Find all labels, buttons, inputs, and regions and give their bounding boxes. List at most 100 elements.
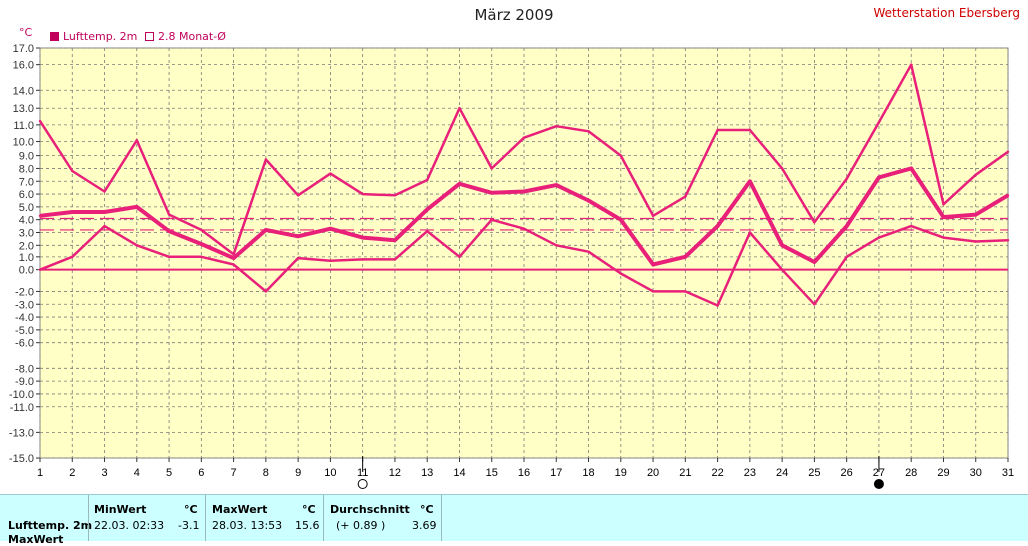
data-point: [329, 259, 332, 262]
data-point: [38, 119, 42, 123]
data-point: [619, 272, 622, 275]
y-tick-label: -9.0: [15, 376, 34, 388]
data-point: [845, 177, 848, 180]
data-point: [522, 136, 526, 139]
data-point: [877, 176, 881, 179]
data-point: [361, 258, 364, 261]
data-point: [1006, 150, 1010, 153]
x-tick-label: 3: [101, 467, 107, 479]
data-point: [426, 208, 429, 211]
data-point: [684, 195, 687, 198]
data-point: [555, 244, 558, 247]
y-tick-label: 2.0: [19, 240, 34, 252]
x-tick-label: 19: [615, 467, 627, 479]
data-point: [780, 268, 784, 271]
data-point: [296, 194, 300, 197]
x-tick-label: 11: [357, 467, 368, 479]
data-point: [393, 194, 397, 197]
data-point: [974, 173, 977, 177]
data-point: [135, 244, 138, 247]
data-point: [748, 180, 752, 183]
data-point: [555, 124, 558, 128]
data-point: [522, 190, 526, 193]
legend-item-monthly-average[interactable]: 2.8 Monat-Ø: [145, 30, 226, 43]
data-point: [651, 214, 655, 218]
data-point: [587, 130, 590, 133]
data-point: [71, 210, 74, 214]
max-value: 15.6: [295, 519, 320, 532]
data-point: [264, 228, 268, 232]
statistics-panel: Lufttemp. 2m MaxWert MinWert °C 22.03. 0…: [0, 494, 1028, 546]
y-tick-label: 3.0: [19, 228, 34, 240]
y-tick-label: 17.0: [13, 43, 34, 55]
data-point: [490, 218, 493, 221]
x-tick-label: 26: [841, 467, 853, 479]
x-tick-label: 5: [166, 467, 172, 479]
x-tick-label: 4: [134, 467, 140, 479]
x-tick-label: 31: [1002, 467, 1014, 479]
x-tick-label: 24: [776, 467, 788, 479]
data-point: [103, 224, 106, 228]
data-point: [942, 236, 945, 239]
average-delta: (+ 0.89 ): [336, 519, 386, 532]
x-tick-label: 28: [905, 467, 917, 479]
data-point: [393, 258, 397, 261]
average-header: Durchschnitt: [330, 503, 410, 516]
data-point: [780, 167, 784, 170]
data-point: [200, 242, 203, 246]
y-tick-label: 5.0: [19, 202, 34, 214]
data-point: [684, 255, 687, 259]
x-tick-label: 27: [873, 467, 885, 479]
x-tick-label: 13: [421, 467, 433, 479]
data-point: [38, 268, 42, 271]
data-point: [522, 227, 526, 230]
y-axis-unit: °C: [19, 26, 33, 39]
data-point: [135, 139, 138, 142]
data-point: [716, 304, 719, 307]
data-point: [619, 218, 622, 221]
data-point: [780, 244, 784, 247]
data-point: [296, 256, 300, 260]
x-tick-label: 15: [486, 467, 498, 479]
data-point: [393, 238, 397, 242]
data-point: [296, 235, 300, 238]
legend-swatch-filled: [50, 32, 59, 41]
data-point: [232, 263, 235, 266]
data-point: [748, 128, 752, 132]
data-point: [200, 228, 203, 232]
data-point: [426, 230, 429, 233]
stats-divider: [323, 495, 324, 541]
x-tick-label: 23: [744, 467, 756, 479]
data-point: [232, 253, 235, 256]
data-point: [716, 224, 719, 228]
min-value: -3.1: [178, 519, 200, 532]
data-point: [167, 230, 171, 233]
data-point: [555, 183, 558, 187]
y-tick-label: -4.0: [15, 312, 34, 324]
data-point: [651, 290, 655, 293]
legend-item-lufttemp[interactable]: Lufttemp. 2m: [50, 30, 137, 43]
data-point: [329, 227, 332, 230]
x-tick-label: 17: [550, 467, 562, 479]
data-point: [651, 263, 655, 266]
legend-label-lufttemp: Lufttemp. 2m: [63, 30, 138, 43]
y-tick-label: 16.0: [13, 60, 34, 72]
y-tick-label: -10.0: [9, 389, 34, 401]
x-tick-label: 7: [231, 467, 237, 479]
data-point: [490, 191, 493, 194]
max-header: MaxWert: [212, 503, 268, 516]
x-tick-label: 8: [263, 467, 269, 479]
y-tick-label: 10.0: [13, 137, 34, 149]
y-tick-label: -8.0: [15, 363, 34, 375]
data-point: [458, 255, 461, 259]
data-point: [458, 107, 461, 110]
data-point: [458, 182, 461, 186]
data-point: [845, 224, 848, 228]
x-tick-label: 21: [679, 467, 691, 479]
data-point: [329, 172, 332, 175]
x-tick-label: 14: [453, 467, 465, 479]
data-point: [619, 154, 622, 157]
data-point: [361, 192, 364, 196]
data-point: [587, 199, 590, 202]
y-tick-label: 9.0: [19, 151, 34, 163]
